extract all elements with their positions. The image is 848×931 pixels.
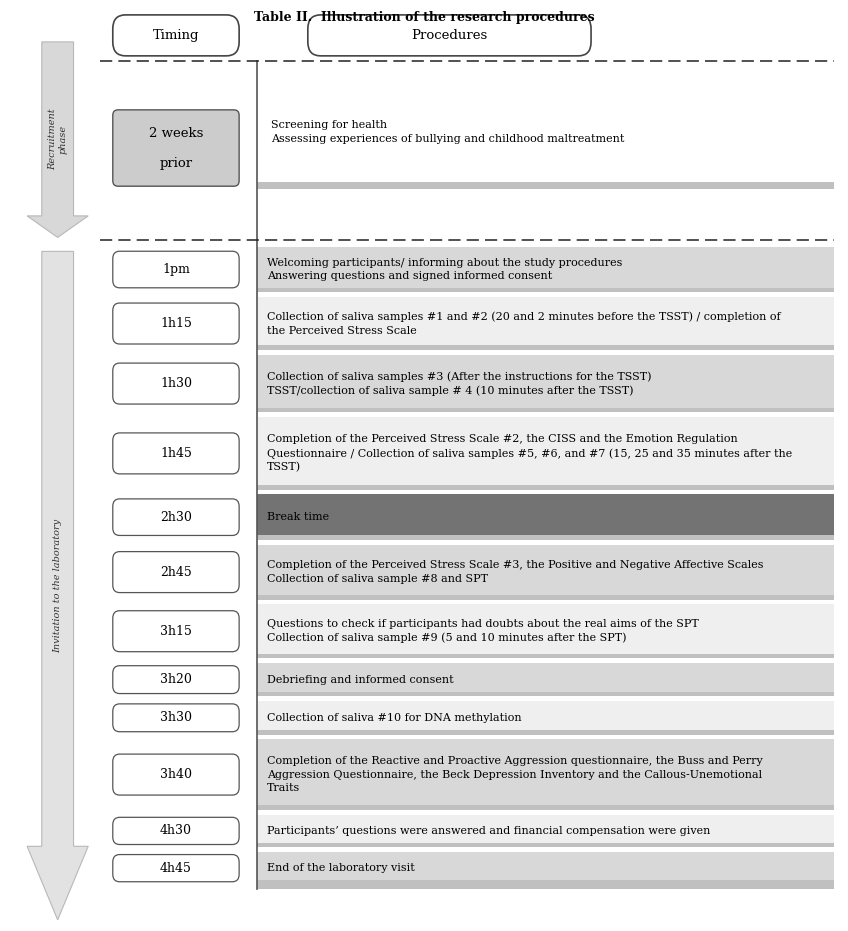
Text: Collection of saliva #10 for DNA methylation: Collection of saliva #10 for DNA methyla…: [267, 713, 522, 722]
Bar: [257, 701, 834, 735]
Bar: [257, 535, 834, 540]
FancyBboxPatch shape: [113, 433, 239, 474]
FancyBboxPatch shape: [113, 666, 239, 694]
Bar: [257, 545, 834, 600]
Polygon shape: [27, 42, 88, 237]
Text: Break time: Break time: [267, 512, 329, 522]
Bar: [257, 843, 834, 847]
Bar: [257, 408, 834, 412]
Text: Collection of saliva samples #1 and #2 (20 and 2 minutes before the TSST) / comp: Collection of saliva samples #1 and #2 (…: [267, 312, 781, 335]
Bar: [257, 288, 834, 292]
Polygon shape: [27, 251, 88, 920]
Bar: [257, 182, 834, 189]
Text: Recruitment
phase: Recruitment phase: [48, 109, 67, 170]
Bar: [257, 494, 834, 540]
Text: 4h30: 4h30: [160, 825, 192, 837]
Bar: [257, 880, 834, 884]
Text: 2h30: 2h30: [160, 511, 192, 523]
FancyBboxPatch shape: [113, 304, 239, 344]
Text: Questions to check if participants had doubts about the real aims of the SPT
Col: Questions to check if participants had d…: [267, 619, 699, 643]
Text: 1h30: 1h30: [160, 377, 192, 390]
FancyBboxPatch shape: [113, 110, 239, 186]
Bar: [257, 883, 834, 889]
FancyBboxPatch shape: [113, 855, 239, 882]
FancyBboxPatch shape: [113, 363, 239, 404]
Text: Timing: Timing: [153, 29, 199, 42]
Bar: [257, 355, 834, 412]
Text: 3h30: 3h30: [160, 711, 192, 724]
Bar: [257, 739, 834, 810]
Bar: [257, 654, 834, 658]
Text: 1h45: 1h45: [160, 447, 192, 460]
Text: Invitation to the laboratory: Invitation to the laboratory: [53, 519, 62, 653]
Text: Participants’ questions were answered and financial compensation were given: Participants’ questions were answered an…: [267, 826, 711, 836]
FancyBboxPatch shape: [113, 704, 239, 732]
Bar: [257, 805, 834, 810]
Text: 1pm: 1pm: [162, 263, 190, 276]
Bar: [257, 595, 834, 600]
Text: End of the laboratory visit: End of the laboratory visit: [267, 863, 415, 873]
Text: Completion of the Perceived Stress Scale #2, the CISS and the Emotion Regulation: Completion of the Perceived Stress Scale…: [267, 434, 792, 473]
Text: Welcoming participants/ informing about the study procedures
Answering questions: Welcoming participants/ informing about …: [267, 258, 622, 281]
Text: Procedures: Procedures: [411, 29, 488, 42]
Text: Collection of saliva samples #3 (After the instructions for the TSST)
TSST/colle: Collection of saliva samples #3 (After t…: [267, 371, 651, 396]
FancyBboxPatch shape: [113, 499, 239, 535]
Text: 3h20: 3h20: [160, 673, 192, 686]
FancyBboxPatch shape: [113, 15, 239, 56]
Bar: [257, 247, 834, 292]
Bar: [257, 417, 834, 490]
Bar: [257, 692, 834, 696]
FancyBboxPatch shape: [113, 551, 239, 593]
Bar: [257, 485, 834, 490]
Bar: [257, 730, 834, 735]
Bar: [257, 852, 834, 884]
FancyBboxPatch shape: [113, 754, 239, 795]
Text: Completion of the Reactive and Proactive Aggression questionnaire, the Buss and : Completion of the Reactive and Proactive…: [267, 756, 763, 793]
Bar: [257, 345, 834, 350]
Bar: [257, 663, 834, 696]
Text: 3h40: 3h40: [160, 768, 192, 781]
Bar: [257, 604, 834, 658]
Text: 1h15: 1h15: [160, 317, 192, 330]
Text: 3h15: 3h15: [160, 625, 192, 638]
Text: 2h45: 2h45: [160, 566, 192, 578]
Bar: [257, 815, 834, 847]
Text: Screening for health
Assessing experiences of bullying and childhood maltreatmen: Screening for health Assessing experienc…: [271, 120, 625, 144]
Text: 2 weeks

prior: 2 weeks prior: [148, 127, 204, 169]
FancyBboxPatch shape: [308, 15, 591, 56]
FancyBboxPatch shape: [113, 251, 239, 288]
Text: Debriefing and informed consent: Debriefing and informed consent: [267, 675, 454, 684]
Text: 4h45: 4h45: [160, 862, 192, 874]
Text: Table II.  Illustration of the research procedures: Table II. Illustration of the research p…: [254, 11, 594, 24]
Bar: [257, 297, 834, 350]
FancyBboxPatch shape: [113, 611, 239, 652]
FancyBboxPatch shape: [113, 817, 239, 844]
Text: Completion of the Perceived Stress Scale #3, the Positive and Negative Affective: Completion of the Perceived Stress Scale…: [267, 560, 763, 584]
